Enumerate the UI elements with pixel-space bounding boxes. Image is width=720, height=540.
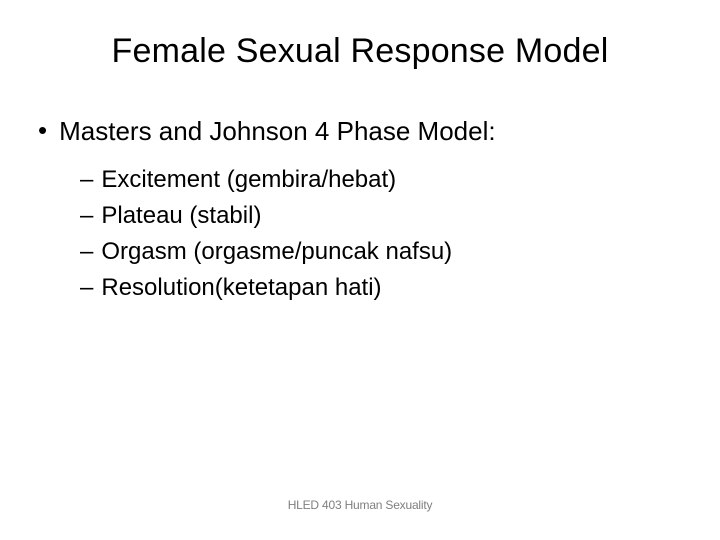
bullet-level-1: • Masters and Johnson 4 Phase Model: bbox=[52, 115, 668, 147]
slide: Female Sexual Response Model • Masters a… bbox=[0, 0, 720, 540]
bullet-text: Masters and Johnson 4 Phase Model: bbox=[59, 115, 495, 147]
slide-footer: HLED 403 Human Sexuality bbox=[0, 498, 720, 512]
sub-bullet-text: Resolution(ketetapan hati) bbox=[101, 273, 381, 303]
sub-bullet-text: Plateau (stabil) bbox=[101, 201, 261, 231]
sub-bullet-item: – Excitement (gembira/hebat) bbox=[80, 165, 668, 195]
sub-bullet-text: Orgasm (orgasme/puncak nafsu) bbox=[101, 237, 452, 267]
slide-title: Female Sexual Response Model bbox=[52, 32, 668, 71]
sub-bullet-item: – Orgasm (orgasme/puncak nafsu) bbox=[80, 237, 668, 267]
sub-bullet-marker: – bbox=[80, 273, 93, 303]
sub-bullet-list: – Excitement (gembira/hebat) – Plateau (… bbox=[80, 165, 668, 303]
sub-bullet-marker: – bbox=[80, 165, 93, 195]
sub-bullet-item: – Plateau (stabil) bbox=[80, 201, 668, 231]
sub-bullet-item: – Resolution(ketetapan hati) bbox=[80, 273, 668, 303]
bullet-marker: • bbox=[38, 115, 47, 145]
sub-bullet-marker: – bbox=[80, 201, 93, 231]
sub-bullet-marker: – bbox=[80, 237, 93, 267]
sub-bullet-text: Excitement (gembira/hebat) bbox=[101, 165, 396, 195]
